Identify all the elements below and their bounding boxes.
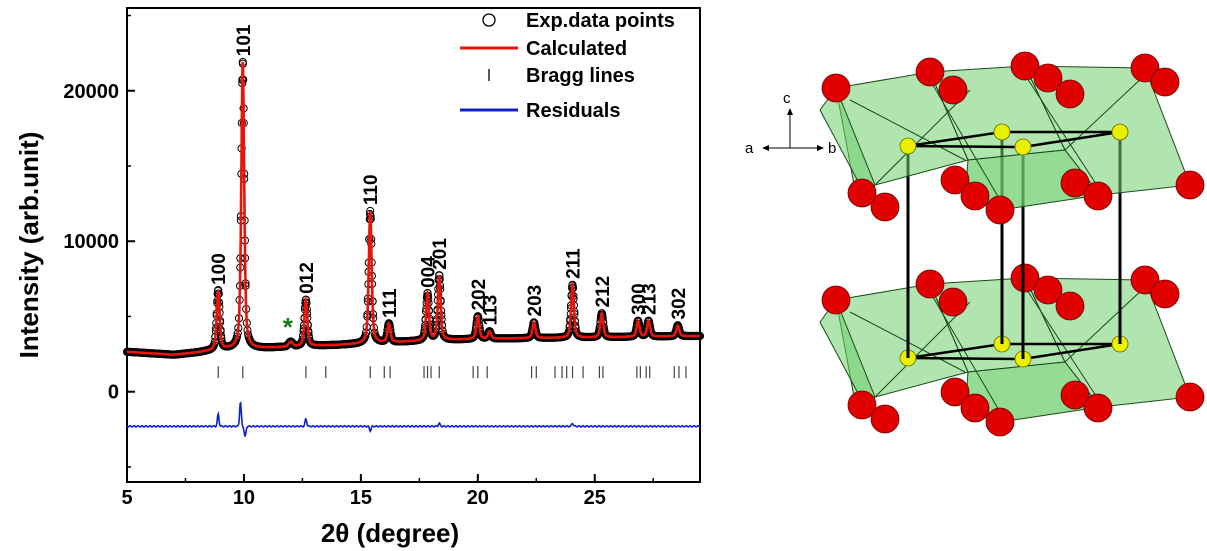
octahedron-face — [835, 283, 969, 403]
oxygen-atom — [1060, 380, 1090, 410]
oxygen-atom — [1130, 265, 1160, 295]
oxygen-atom — [821, 285, 851, 315]
metal-atom — [899, 137, 917, 155]
oxygen-atom — [1083, 181, 1113, 211]
calculated-series — [127, 61, 700, 356]
octahedron-edge — [874, 89, 971, 186]
exp-point — [488, 332, 497, 341]
metal-atom — [1111, 123, 1129, 141]
x-tick-label: 15 — [350, 487, 372, 509]
oxygen-atom — [1033, 275, 1063, 305]
oxygen-atom — [1055, 79, 1085, 109]
oxygen-atom — [847, 390, 877, 420]
legend-label: Calculated — [526, 38, 627, 60]
octahedral-layer — [819, 51, 1205, 225]
exp-point — [359, 335, 368, 344]
oxygen-atom — [870, 404, 900, 434]
impurity-marker: * — [283, 312, 294, 342]
peak-label: 212 — [593, 276, 614, 308]
oxygen-atom — [1055, 291, 1085, 321]
oxygen-atom — [821, 73, 851, 103]
residuals-series — [126, 401, 701, 438]
oxygen-atom — [938, 75, 968, 105]
residuals-line — [126, 401, 701, 438]
y-tick-label: 10000 — [63, 231, 119, 253]
exp-point — [358, 336, 367, 345]
oxygen-atom — [985, 195, 1015, 225]
peak-label: 211 — [564, 248, 585, 279]
peak-label: 100 — [209, 253, 230, 285]
x-tick-label: 20 — [467, 487, 489, 509]
plot-frame — [126, 7, 701, 483]
exp-point — [296, 339, 305, 348]
oxygen-atom — [938, 287, 968, 317]
oxygen-atom — [915, 57, 945, 87]
oxygen-atom — [1060, 168, 1090, 198]
peak-label: 302 — [669, 288, 690, 320]
oxygen-atom — [1033, 63, 1063, 93]
oxygen-atom — [915, 269, 945, 299]
oxygen-atom — [870, 192, 900, 222]
oxygen-atom — [1010, 51, 1040, 81]
exp-point — [418, 333, 427, 343]
crystal-structure: c a b — [745, 51, 1205, 437]
x-axis-label: 2θ (degree) — [321, 518, 459, 548]
axis-label-b: b — [828, 140, 836, 157]
axis-ticks: 5 10 15 20 25 0 10000 20000 — [63, 14, 654, 509]
oxygen-atom — [1175, 170, 1205, 200]
octahedron-edge — [874, 301, 971, 398]
oxygen-atom — [960, 393, 990, 423]
oxygen-atom — [1010, 263, 1040, 293]
octahedral-layers — [819, 51, 1205, 437]
legend: Exp.data points Calculated Bragg lines Resi… — [460, 10, 675, 122]
metal-atom — [993, 123, 1011, 141]
oxygen-atom — [940, 165, 970, 195]
y-tick-label: 20000 — [63, 81, 119, 103]
peak-label: 202 — [469, 279, 490, 311]
octahedron-edge — [929, 79, 1001, 201]
axis-indicator: c a b — [745, 90, 836, 157]
oxygen-atom — [1130, 53, 1160, 83]
x-tick-label: 10 — [233, 487, 255, 509]
peak-label: 213 — [640, 283, 661, 315]
bragg-lines — [217, 366, 687, 379]
legend-label: Bragg lines — [526, 65, 635, 87]
axis-label-a: a — [745, 140, 754, 157]
oxygen-atom — [847, 178, 877, 208]
peak-label: 113 — [481, 295, 502, 326]
peak-label: 012 — [297, 262, 318, 294]
axis-label-c: c — [783, 90, 791, 107]
oxygen-atom — [940, 377, 970, 407]
peak-label: 300 — [629, 283, 650, 315]
peak-label: 201 — [430, 238, 451, 270]
exp-point — [563, 331, 572, 340]
oxygen-atom — [960, 181, 990, 211]
peak-label: 203 — [525, 285, 546, 317]
legend-marker — [482, 13, 496, 27]
oxygen-atom — [1150, 67, 1180, 97]
oxygen-atom — [1150, 279, 1180, 309]
peak-label: 110 — [361, 174, 382, 205]
octahedron-face — [835, 71, 969, 191]
legend-label: Exp.data points — [526, 10, 675, 32]
peak-label: 111 — [380, 288, 401, 318]
x-tick-label: 25 — [584, 487, 606, 509]
metal-atom — [1014, 138, 1032, 156]
calculated-line — [127, 61, 700, 356]
oxygen-atom — [985, 407, 1015, 437]
octahedron-edge — [929, 291, 1001, 413]
peak-label: 004 — [419, 256, 440, 288]
y-axis-label: Intensity (arb.unit) — [14, 132, 44, 359]
y-tick-label: 0 — [108, 382, 119, 404]
x-tick-label: 5 — [121, 487, 132, 509]
oxygen-atom — [1083, 393, 1113, 423]
peak-label: 101 — [234, 24, 255, 56]
octahedron-edge — [849, 99, 966, 161]
octahedral-layer — [819, 263, 1205, 437]
legend-label: Residuals — [526, 100, 620, 122]
oxygen-atom — [1175, 382, 1205, 412]
